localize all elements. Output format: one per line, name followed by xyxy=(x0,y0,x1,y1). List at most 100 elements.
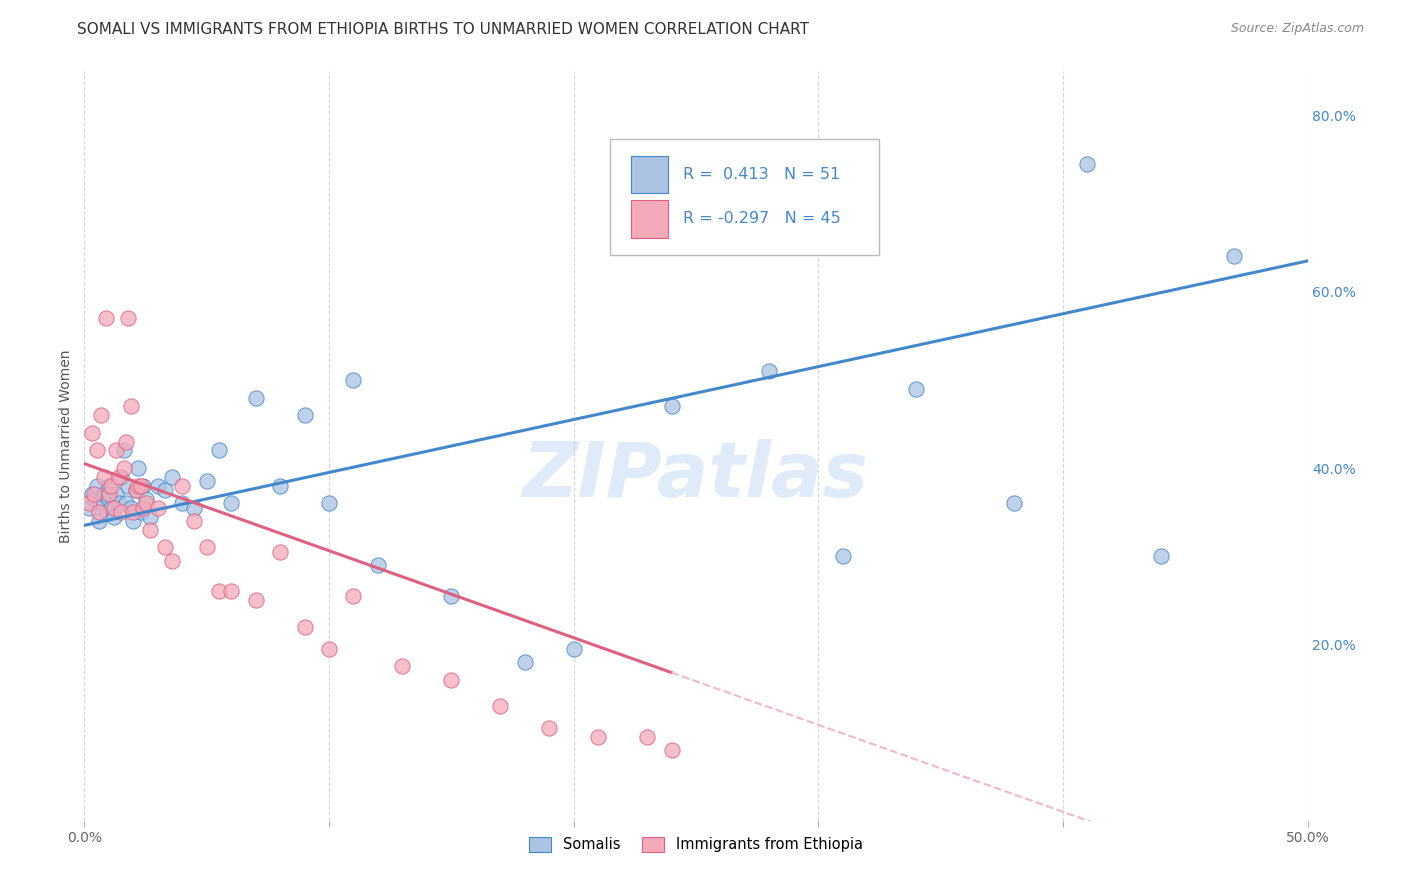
Point xyxy=(183,500,205,515)
Point xyxy=(93,470,115,484)
Point xyxy=(83,487,105,501)
Point xyxy=(440,673,463,687)
Point xyxy=(96,505,118,519)
Point xyxy=(135,491,157,506)
Point xyxy=(208,584,231,599)
Point xyxy=(112,443,135,458)
Point xyxy=(586,730,609,744)
Point xyxy=(107,470,129,484)
Bar xyxy=(631,156,668,194)
Point xyxy=(90,496,112,510)
Point xyxy=(96,311,118,326)
Point xyxy=(391,659,413,673)
Point xyxy=(115,434,138,449)
Point xyxy=(120,500,142,515)
Point xyxy=(318,641,340,656)
Point xyxy=(146,478,169,492)
Point xyxy=(115,496,138,510)
Point xyxy=(661,743,683,757)
Point xyxy=(219,584,242,599)
Point xyxy=(183,514,205,528)
Point xyxy=(86,443,108,458)
Point xyxy=(172,496,194,510)
Point xyxy=(269,545,291,559)
Point xyxy=(107,496,129,510)
Point xyxy=(77,500,100,515)
Point xyxy=(661,400,683,414)
Point xyxy=(117,311,139,326)
Point xyxy=(93,487,115,501)
Point xyxy=(1002,496,1025,510)
Point xyxy=(219,496,242,510)
Point xyxy=(127,461,149,475)
Point xyxy=(758,364,780,378)
Point xyxy=(127,478,149,492)
Point xyxy=(636,730,658,744)
Point xyxy=(139,509,162,524)
Point xyxy=(122,505,145,519)
Point xyxy=(129,478,152,492)
FancyBboxPatch shape xyxy=(610,139,880,255)
Point xyxy=(83,491,105,506)
Point xyxy=(1150,549,1173,564)
Text: Source: ZipAtlas.com: Source: ZipAtlas.com xyxy=(1230,22,1364,36)
Point xyxy=(1223,250,1246,264)
Text: R = -0.297   N = 45: R = -0.297 N = 45 xyxy=(682,211,841,227)
Point xyxy=(513,655,536,669)
Point xyxy=(294,620,316,634)
Point xyxy=(245,391,267,405)
Point xyxy=(110,470,132,484)
Point xyxy=(97,478,120,492)
Point xyxy=(105,443,128,458)
Point xyxy=(269,478,291,492)
Point xyxy=(129,505,152,519)
Point xyxy=(86,478,108,492)
Point xyxy=(489,699,512,714)
Point xyxy=(87,505,110,519)
Point xyxy=(122,514,145,528)
Point xyxy=(318,496,340,510)
Point xyxy=(100,478,122,492)
Point xyxy=(80,487,103,501)
Point xyxy=(100,500,122,515)
Point xyxy=(103,500,125,515)
Point xyxy=(87,514,110,528)
Point xyxy=(208,443,231,458)
Point xyxy=(1076,157,1098,171)
Point xyxy=(562,641,585,656)
Legend: Somalis, Immigrants from Ethiopia: Somalis, Immigrants from Ethiopia xyxy=(523,831,869,858)
Point xyxy=(125,483,148,497)
Point xyxy=(117,478,139,492)
Point xyxy=(125,483,148,497)
Point xyxy=(90,408,112,422)
Point xyxy=(172,478,194,492)
Point xyxy=(831,549,853,564)
Point xyxy=(153,541,176,555)
Point xyxy=(195,541,218,555)
Point xyxy=(342,589,364,603)
Bar xyxy=(631,200,668,237)
Point xyxy=(245,593,267,607)
Point xyxy=(538,721,561,735)
Point xyxy=(146,500,169,515)
Point xyxy=(110,505,132,519)
Point xyxy=(132,478,155,492)
Point xyxy=(162,553,184,567)
Text: ZIPatlas: ZIPatlas xyxy=(523,439,869,513)
Point xyxy=(294,408,316,422)
Y-axis label: Births to Unmarried Women: Births to Unmarried Women xyxy=(59,350,73,542)
Point xyxy=(153,483,176,497)
Point xyxy=(132,500,155,515)
Point xyxy=(135,496,157,510)
Point xyxy=(139,523,162,537)
Point xyxy=(195,475,218,489)
Point xyxy=(440,589,463,603)
Point xyxy=(342,373,364,387)
Text: R =  0.413   N = 51: R = 0.413 N = 51 xyxy=(682,168,839,182)
Point xyxy=(120,400,142,414)
Point xyxy=(905,382,928,396)
Text: SOMALI VS IMMIGRANTS FROM ETHIOPIA BIRTHS TO UNMARRIED WOMEN CORRELATION CHART: SOMALI VS IMMIGRANTS FROM ETHIOPIA BIRTH… xyxy=(77,22,810,37)
Point xyxy=(112,461,135,475)
Point xyxy=(367,558,389,572)
Point xyxy=(103,509,125,524)
